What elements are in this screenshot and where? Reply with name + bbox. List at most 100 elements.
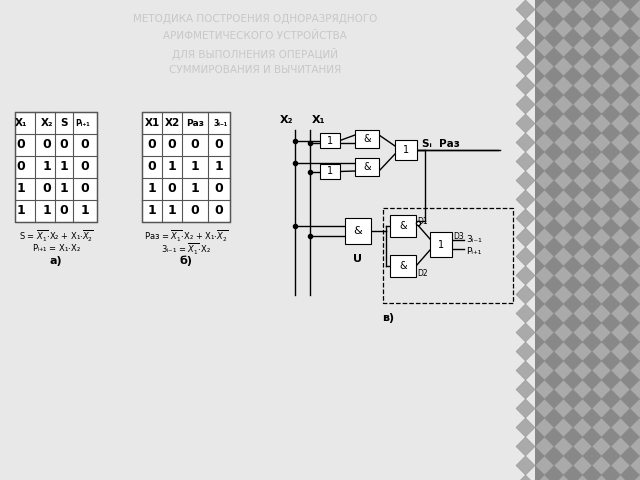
Polygon shape [573, 133, 592, 152]
Text: 0: 0 [214, 182, 223, 195]
Polygon shape [573, 304, 592, 323]
Polygon shape [630, 190, 640, 209]
Text: X₁: X₁ [15, 118, 28, 128]
Polygon shape [535, 437, 554, 456]
Text: 1: 1 [191, 182, 200, 195]
Polygon shape [516, 342, 535, 361]
Polygon shape [516, 266, 535, 285]
Polygon shape [630, 475, 640, 480]
Polygon shape [516, 437, 535, 456]
Polygon shape [535, 380, 554, 399]
Text: &: & [363, 162, 371, 172]
Polygon shape [611, 95, 630, 114]
Polygon shape [554, 266, 573, 285]
Polygon shape [535, 361, 554, 380]
Text: 1: 1 [43, 160, 51, 173]
Polygon shape [592, 437, 611, 456]
Polygon shape [554, 209, 573, 228]
Polygon shape [573, 266, 592, 285]
Text: X₂: X₂ [41, 118, 53, 128]
Polygon shape [535, 323, 554, 342]
Polygon shape [630, 247, 640, 266]
Polygon shape [573, 285, 592, 304]
Text: 1: 1 [148, 182, 156, 195]
Polygon shape [592, 0, 611, 19]
Bar [390, 255, 416, 277]
Text: Pᵢ₊₁ = X₁$\cdot$X₂: Pᵢ₊₁ = X₁$\cdot$X₂ [31, 242, 81, 253]
Polygon shape [630, 38, 640, 57]
Polygon shape [630, 171, 640, 190]
Polygon shape [611, 38, 630, 57]
Polygon shape [630, 342, 640, 361]
Polygon shape [573, 475, 592, 480]
Polygon shape [516, 418, 535, 437]
Polygon shape [592, 418, 611, 437]
Polygon shape [554, 76, 573, 95]
Polygon shape [592, 95, 611, 114]
Polygon shape [535, 95, 554, 114]
Polygon shape [630, 57, 640, 76]
Polygon shape [516, 361, 535, 380]
Polygon shape [611, 0, 630, 19]
Polygon shape [611, 361, 630, 380]
Polygon shape [592, 228, 611, 247]
Text: D1: D1 [417, 217, 428, 226]
Text: 0: 0 [168, 139, 177, 152]
Polygon shape [535, 418, 554, 437]
Polygon shape [516, 247, 535, 266]
Polygon shape [554, 19, 573, 38]
Text: &: & [354, 226, 362, 236]
Bar [535, 0, 640, 480]
Polygon shape [611, 133, 630, 152]
Polygon shape [592, 285, 611, 304]
Polygon shape [611, 19, 630, 38]
Text: 1: 1 [148, 204, 156, 217]
Polygon shape [592, 19, 611, 38]
Text: 0: 0 [17, 160, 26, 173]
Polygon shape [630, 209, 640, 228]
Polygon shape [611, 418, 630, 437]
Polygon shape [573, 57, 592, 76]
Text: 1: 1 [17, 182, 26, 195]
Polygon shape [630, 228, 640, 247]
Polygon shape [573, 152, 592, 171]
Polygon shape [592, 76, 611, 95]
Text: 0: 0 [43, 139, 51, 152]
Polygon shape [573, 323, 592, 342]
Polygon shape [592, 133, 611, 152]
Polygon shape [611, 57, 630, 76]
Polygon shape [516, 57, 535, 76]
Bar [395, 140, 417, 160]
Polygon shape [573, 456, 592, 475]
Text: X1: X1 [145, 118, 159, 128]
Polygon shape [630, 437, 640, 456]
Bar [15, 112, 97, 222]
Polygon shape [554, 133, 573, 152]
Text: 1: 1 [43, 204, 51, 217]
Polygon shape [611, 171, 630, 190]
Polygon shape [592, 266, 611, 285]
Polygon shape [535, 247, 554, 266]
Polygon shape [554, 475, 573, 480]
Polygon shape [592, 456, 611, 475]
Text: 0: 0 [191, 204, 200, 217]
Polygon shape [554, 342, 573, 361]
Polygon shape [630, 114, 640, 133]
Text: 0: 0 [214, 204, 223, 217]
Text: АРИФМЕТИЧЕСКОГО УСТРОЙСТВА: АРИФМЕТИЧЕСКОГО УСТРОЙСТВА [163, 31, 347, 41]
Polygon shape [630, 19, 640, 38]
Text: D2: D2 [417, 269, 428, 278]
Polygon shape [573, 19, 592, 38]
Polygon shape [554, 95, 573, 114]
Polygon shape [535, 152, 554, 171]
Polygon shape [630, 0, 640, 19]
Text: 0: 0 [17, 139, 26, 152]
Polygon shape [516, 285, 535, 304]
Polygon shape [573, 380, 592, 399]
Text: ДЛЯ ВЫПОЛНЕНИЯ ОПЕРАЦИЙ: ДЛЯ ВЫПОЛНЕНИЯ ОПЕРАЦИЙ [172, 48, 338, 60]
Polygon shape [535, 475, 554, 480]
Text: 3ᵢ₋₁: 3ᵢ₋₁ [214, 119, 228, 128]
Polygon shape [516, 190, 535, 209]
Polygon shape [535, 456, 554, 475]
Text: U: U [353, 254, 362, 264]
